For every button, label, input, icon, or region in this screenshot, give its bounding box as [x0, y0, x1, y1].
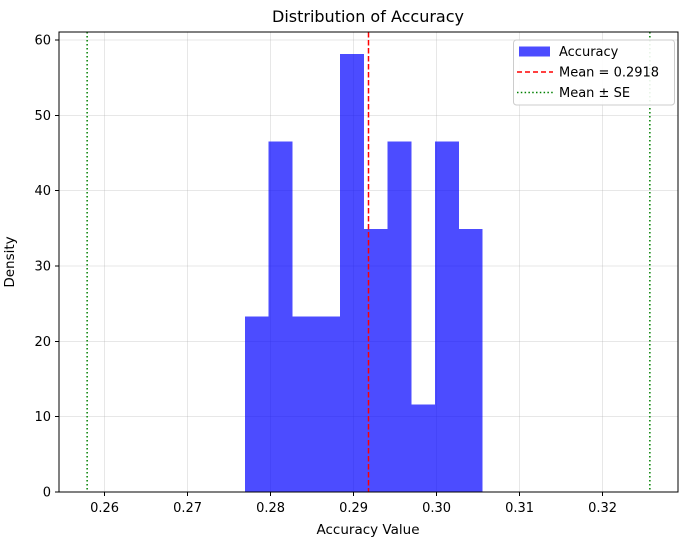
histogram-bar — [387, 141, 412, 493]
chart-title: Distribution of Accuracy — [272, 7, 464, 26]
legend-swatch-patch — [519, 46, 550, 57]
histogram-bar — [268, 141, 293, 493]
histogram-bar — [340, 53, 364, 492]
histogram-bar — [292, 316, 317, 492]
legend-label: Mean ± SE — [559, 86, 630, 101]
legend-box — [513, 39, 675, 106]
y-tick-label: 20 — [34, 335, 51, 350]
y-tick-label: 0 — [43, 486, 51, 501]
x-tick-label: 0.26 — [90, 501, 119, 516]
x-tick-label: 0.28 — [256, 501, 285, 516]
x-tick-label: 0.31 — [505, 501, 534, 516]
histogram-bar — [244, 316, 269, 492]
y-tick-label: 30 — [34, 259, 51, 274]
y-tick-label: 40 — [34, 184, 51, 199]
x-tick-label: 0.27 — [173, 501, 202, 516]
y-tick-label: 50 — [34, 109, 51, 124]
ticks-layer: 0.26 0.27 0.28 0.29 0.30 0.31 0.32 0 10 20 30 40 50 6… — [34, 33, 617, 516]
x-tick-label: 0.30 — [422, 501, 451, 516]
legend-label: Accuracy — [559, 45, 619, 60]
axes-spine — [58, 31, 679, 493]
legend: Accuracy Mean = 0.2918 Mean ± SE — [513, 39, 675, 106]
x-tick-label: 0.32 — [588, 501, 617, 516]
legend-rows: Accuracy Mean = 0.2918 Mean ± SE — [517, 45, 659, 101]
legend-label: Mean = 0.2918 — [559, 66, 659, 81]
y-axis-label: Density — [2, 236, 18, 287]
y-tick-label: 10 — [34, 410, 51, 425]
histogram-bar — [435, 141, 459, 493]
y-tick-label: 60 — [34, 33, 51, 48]
bars-layer — [244, 53, 483, 493]
vlines-layer — [86, 32, 651, 492]
x-axis-label: Accuracy Value — [317, 522, 420, 538]
histogram-bar — [411, 404, 436, 492]
histogram-bar — [363, 229, 388, 492]
histogram-bar — [458, 229, 483, 492]
x-tick-label: 0.29 — [339, 501, 368, 516]
histogram-bar — [316, 316, 341, 492]
